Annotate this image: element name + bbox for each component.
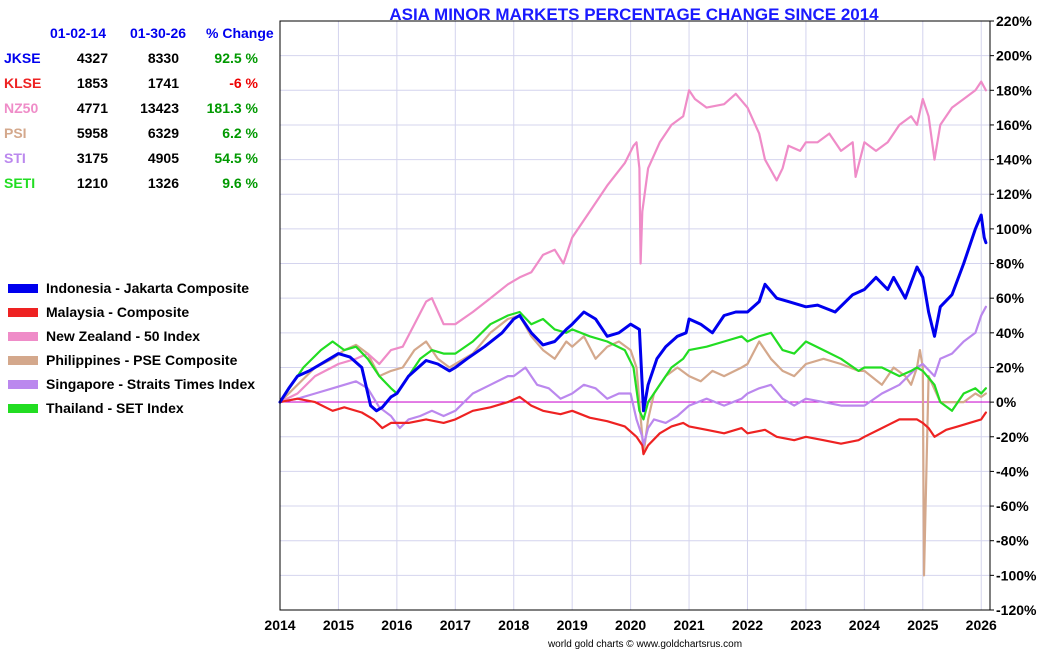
legend-swatch-1 (8, 284, 38, 293)
table-ticker: JKSE (4, 50, 41, 66)
series-line-2 (278, 395, 988, 456)
table-end-value: 13423 (140, 100, 179, 116)
header-end-date: 01-30-26 (130, 25, 186, 41)
y-tick-label: 80% (996, 256, 1025, 272)
x-tick-label: 2017 (440, 617, 471, 633)
table-ticker: STI (4, 150, 26, 166)
table-ticker: KLSE (4, 75, 41, 91)
x-tick-label: 2016 (381, 617, 412, 633)
y-tick-label: 60% (996, 290, 1025, 306)
y-axis: 220% 200% 180% 160% 140% 120% 100% 80% 60% 40% 20%… (990, 13, 1037, 618)
y-tick-label: 100% (996, 221, 1032, 237)
legend-swatch-3 (8, 332, 38, 341)
x-tick-label: 2014 (264, 617, 295, 633)
table-ticker: PSI (4, 125, 27, 141)
legend-label-3: New Zealand - 50 Index (46, 328, 200, 344)
table-change-value: -6 % (229, 75, 258, 91)
legend: Indonesia - Jakarta Composite Malaysia - … (8, 280, 255, 416)
series-layer (278, 80, 988, 577)
header-change: % Change (206, 25, 274, 41)
legend-label-1: Indonesia - Jakarta Composite (46, 280, 249, 296)
table-start-value: 3175 (77, 150, 108, 166)
table-start-value: 4327 (77, 50, 108, 66)
table-start-value: 1853 (77, 75, 108, 91)
x-tick-label: 2026 (966, 617, 997, 633)
chart-title: ASIA MINOR MARKETS PERCENTAGE CHANGE SIN… (389, 5, 879, 24)
table-end-value: 1741 (148, 75, 179, 91)
y-tick-label: -120% (996, 602, 1037, 618)
legend-label-2: Malaysia - Composite (46, 304, 189, 320)
series-line-1 (278, 213, 988, 413)
plot-frame (279, 20, 991, 611)
x-tick-label: 2020 (615, 617, 646, 633)
table-change-value: 9.6 % (222, 175, 258, 191)
y-tick-label: 220% (996, 13, 1032, 29)
table-change-value: 92.5 % (214, 50, 258, 66)
legend-swatch-5 (8, 380, 38, 389)
legend-swatch-2 (8, 308, 38, 317)
legend-label-5: Singapore - Straits Times Index (46, 376, 255, 392)
y-tick-label: -80% (996, 533, 1029, 549)
legend-label-4: Philippines - PSE Composite (46, 352, 238, 368)
legend-label-6: Thailand - SET Index (46, 400, 184, 416)
table-end-value: 1326 (148, 175, 179, 191)
table-end-value: 8330 (148, 50, 179, 66)
series-line-5 (278, 305, 988, 447)
y-tick-label: 120% (996, 186, 1032, 202)
table-change-value: 54.5 % (214, 150, 258, 166)
x-axis: 2014 2015 2016 2017 2018 2019 2020 2021 2022 2023… (264, 617, 997, 633)
x-tick-label: 2024 (849, 617, 880, 633)
x-tick-label: 2021 (673, 617, 704, 633)
y-tick-label: 0% (996, 394, 1017, 410)
y-tick-label: -100% (996, 567, 1037, 583)
x-tick-label: 2015 (323, 617, 354, 633)
table-ticker: NZ50 (4, 100, 38, 116)
series-line-3 (278, 80, 988, 404)
y-tick-label: 160% (996, 117, 1032, 133)
table-change-value: 181.3 % (207, 100, 259, 116)
x-tick-label: 2019 (557, 617, 588, 633)
legend-swatch-4 (8, 356, 38, 365)
table-end-value: 4905 (148, 150, 179, 166)
data-table: 01-02-14 01-30-26 % Change JKSE 4327 8330 9… (4, 25, 274, 191)
y-tick-label: -60% (996, 498, 1029, 514)
table-end-value: 6329 (148, 125, 179, 141)
y-tick-label: 180% (996, 82, 1032, 98)
table-change-value: 6.2 % (222, 125, 258, 141)
series-line-4 (278, 314, 988, 577)
table-ticker: SETI (4, 175, 35, 191)
credit-text: world gold charts © www.goldchartsrus.co… (547, 639, 742, 650)
y-tick-label: 140% (996, 152, 1032, 168)
y-tick-label: 200% (996, 48, 1032, 64)
y-tick-label: 40% (996, 325, 1025, 341)
y-tick-label: -40% (996, 463, 1029, 479)
x-tick-label: 2022 (732, 617, 763, 633)
y-tick-label: 20% (996, 359, 1025, 375)
legend-swatch-6 (8, 404, 38, 413)
table-start-value: 1210 (77, 175, 108, 191)
y-tick-label: -20% (996, 429, 1029, 445)
table-start-value: 5958 (77, 125, 108, 141)
x-tick-label: 2018 (498, 617, 529, 633)
x-tick-label: 2025 (907, 617, 938, 633)
header-start-date: 01-02-14 (50, 25, 106, 41)
table-start-value: 4771 (77, 100, 108, 116)
x-tick-label: 2023 (790, 617, 821, 633)
